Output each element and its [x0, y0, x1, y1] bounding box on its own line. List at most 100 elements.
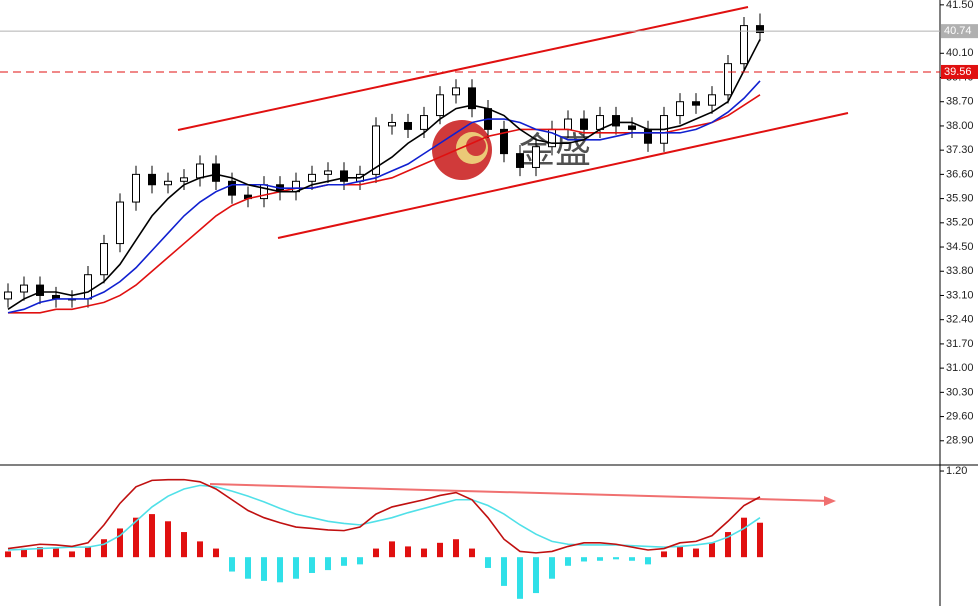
macd-bar — [53, 548, 59, 558]
macd-bar — [165, 521, 171, 558]
candle-body — [372, 125, 380, 175]
macd-bar — [245, 557, 251, 579]
candle-body — [644, 128, 652, 144]
macd-bar — [613, 557, 619, 560]
y-tick-label: 32.40 — [946, 314, 974, 326]
logo-core — [466, 136, 486, 156]
candle-body — [308, 173, 316, 182]
arrow-head — [824, 496, 836, 506]
y-tick-label: 40.10 — [946, 47, 974, 59]
y-tick-label: 37.30 — [946, 144, 974, 156]
y-tick-label: 29.60 — [946, 410, 974, 422]
indicator-line — [7, 478, 761, 554]
candle-body — [580, 118, 588, 130]
candle-body — [84, 274, 92, 300]
macd-bar — [325, 557, 331, 571]
y-tick-label: 38.70 — [946, 96, 974, 108]
macd-bar — [757, 522, 763, 558]
macd-bar — [101, 539, 107, 558]
candle-body — [388, 121, 396, 127]
macd-bar — [229, 557, 235, 572]
macd-bar — [437, 542, 443, 558]
candle-body — [676, 101, 684, 117]
candle-body — [596, 115, 604, 130]
candle-body — [436, 94, 444, 117]
candle-body — [500, 128, 508, 155]
macd-bar — [581, 557, 587, 562]
macd-bar — [741, 517, 747, 558]
indicator-line — [7, 39, 761, 310]
price-label-box — [941, 64, 978, 79]
candle-body — [132, 173, 140, 203]
macd-bar — [181, 532, 187, 558]
candle-body — [116, 201, 124, 245]
macd-bar — [21, 548, 27, 558]
macd-bar — [373, 548, 379, 558]
macd-bar — [133, 517, 139, 558]
candle-body — [228, 180, 236, 196]
candle-body — [628, 125, 636, 130]
candle-body — [100, 243, 108, 276]
candle-body — [724, 63, 732, 96]
trend-line — [177, 6, 749, 131]
macd-bar — [37, 547, 43, 558]
candle-body — [164, 180, 172, 186]
macd-bar — [341, 557, 347, 566]
macd-bar — [501, 557, 507, 586]
price-label-box — [941, 24, 978, 39]
y-tick-label: 28.90 — [946, 435, 974, 447]
macd-bar — [69, 551, 75, 558]
macd-bar — [645, 557, 651, 565]
candle-body — [468, 87, 476, 110]
macd-bar — [549, 557, 555, 579]
macd-bar — [533, 557, 539, 594]
candle-body — [404, 121, 412, 130]
macd-bar — [197, 541, 203, 558]
macd-bar — [629, 557, 635, 561]
trend-arrow — [209, 483, 831, 502]
candle-body — [196, 163, 204, 179]
y-tick-label: 34.50 — [946, 241, 974, 253]
candle-body — [708, 94, 716, 106]
macd-bar — [357, 557, 363, 565]
candle-body — [4, 291, 12, 300]
macd-bar — [5, 551, 11, 558]
candle-body — [564, 118, 572, 130]
indicator-line — [7, 484, 761, 551]
macd-bar — [693, 548, 699, 558]
macd-bar — [293, 557, 299, 579]
macd-bar — [709, 542, 715, 558]
y-tick-label: 30.30 — [946, 386, 974, 398]
candle-body — [340, 170, 348, 182]
macd-bar — [453, 539, 459, 558]
macd-bar — [309, 557, 315, 573]
candle-body — [756, 25, 764, 34]
macd-bar — [405, 546, 411, 558]
macd-bar — [517, 557, 523, 599]
candle-body — [260, 184, 268, 200]
candle-body — [612, 115, 620, 127]
y-tick-label: 36.60 — [946, 168, 974, 180]
macd-bar — [149, 514, 155, 558]
candle-body — [740, 25, 748, 65]
indicator-line — [7, 80, 761, 314]
candle-body — [516, 153, 524, 168]
macd-bar — [725, 532, 731, 558]
y-tick-label: 33.80 — [946, 265, 974, 277]
candle-body — [420, 115, 428, 130]
macd-bar — [277, 557, 283, 583]
macd-bar — [85, 546, 91, 558]
y-tick-label: 1.20 — [946, 465, 967, 477]
candle-body — [532, 146, 540, 168]
candle-body — [212, 163, 220, 182]
macd-bar — [565, 557, 571, 566]
price-label: 39.56 — [944, 66, 972, 78]
candle-body — [20, 284, 28, 293]
macd-bar — [117, 528, 123, 558]
y-tick-label: 41.50 — [946, 0, 974, 11]
trend-line — [277, 112, 849, 239]
macd-bar — [597, 557, 603, 561]
candle-body — [36, 284, 44, 296]
candle-body — [692, 101, 700, 106]
price-label: 40.74 — [944, 25, 972, 37]
